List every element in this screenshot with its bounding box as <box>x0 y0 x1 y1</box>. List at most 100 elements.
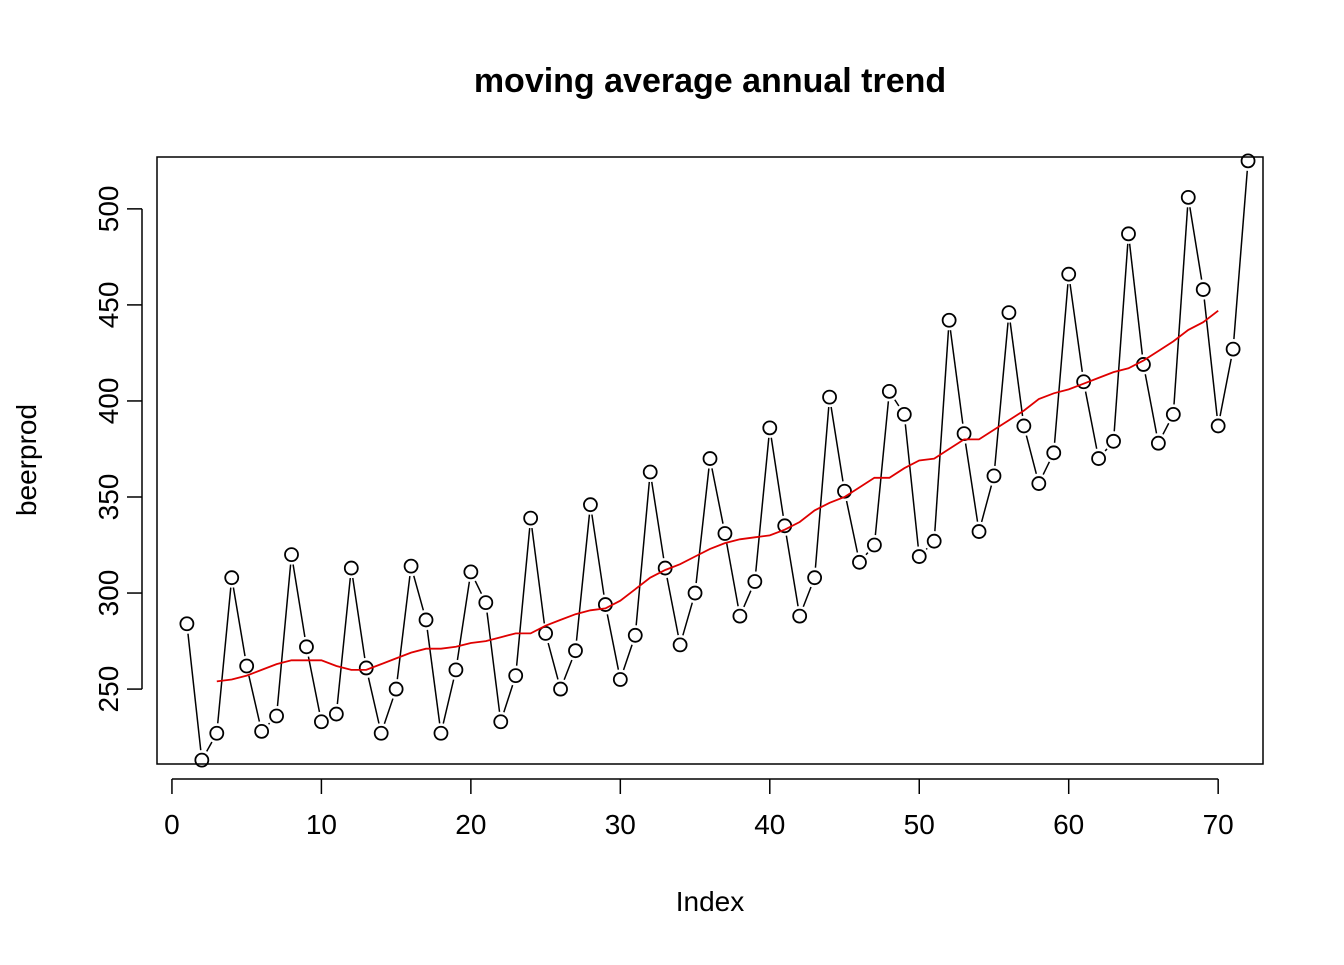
data-point <box>1180 189 1196 205</box>
data-point <box>822 389 837 405</box>
series-segment <box>396 575 411 680</box>
data-point <box>612 672 628 687</box>
x-axis-label: Index <box>676 886 745 917</box>
data-point <box>239 658 255 674</box>
series-segment <box>268 722 271 725</box>
data-point <box>941 312 957 328</box>
series-segment <box>413 575 425 611</box>
data-point <box>314 714 329 730</box>
data-point <box>194 752 210 768</box>
data-point <box>1150 435 1166 451</box>
series-segment <box>216 587 232 724</box>
data-point <box>1016 418 1032 434</box>
series-segment <box>949 330 964 424</box>
data-point <box>1091 451 1106 466</box>
series-segment <box>187 633 202 751</box>
series-segment <box>591 514 605 595</box>
data-point <box>867 537 882 553</box>
x-tick-label: 10 <box>306 809 337 840</box>
series-segment <box>725 543 739 607</box>
data-point <box>911 549 927 564</box>
series-segment <box>531 527 546 624</box>
series-segment <box>743 590 752 608</box>
series-segment <box>964 443 979 522</box>
series-segment <box>1162 422 1170 435</box>
series-segment <box>503 684 514 713</box>
x-tick-label: 40 <box>754 809 785 840</box>
data-point <box>971 524 987 539</box>
data-point <box>403 558 419 574</box>
data-point <box>523 510 539 526</box>
series-segment <box>292 564 306 638</box>
data-point <box>433 725 449 741</box>
data-point <box>478 595 494 611</box>
y-tick-label: 350 <box>93 474 124 521</box>
plot-area-frame <box>156 156 1264 765</box>
series-segment <box>575 514 591 641</box>
data-point <box>1121 226 1136 242</box>
series-segment <box>1009 322 1024 417</box>
data-point <box>463 564 479 580</box>
series-segment <box>515 528 531 666</box>
data-point <box>553 681 568 697</box>
data-point <box>508 668 524 684</box>
series-segment <box>1128 243 1144 355</box>
series-segment <box>206 741 213 752</box>
series-segment <box>383 698 394 725</box>
data-point <box>762 420 778 436</box>
series-segment <box>456 581 471 661</box>
x-axis: 0 10 20 30 40 50 60 70 <box>164 778 1234 840</box>
series-segment <box>1069 283 1084 372</box>
series-segment <box>606 614 620 670</box>
series-segment <box>622 644 633 671</box>
series-segment <box>563 659 573 681</box>
series-segment <box>785 535 799 607</box>
series-segment <box>1219 358 1232 417</box>
data-point <box>717 526 733 541</box>
data-point <box>179 616 195 632</box>
series-segment <box>1053 284 1069 443</box>
chart-title: moving average annual trend <box>474 62 946 100</box>
series-segment <box>994 322 1009 466</box>
data-point <box>538 625 553 641</box>
series-segment <box>904 424 919 547</box>
data-point <box>493 714 509 730</box>
series-segment <box>248 675 261 722</box>
data-point <box>732 608 748 624</box>
series-segment <box>276 564 292 707</box>
y-axis: 250 300 350 400 450 500 <box>93 186 143 712</box>
data-point <box>1195 282 1211 297</box>
y-tick-label: 400 <box>93 378 124 425</box>
data-point <box>1061 266 1077 282</box>
x-tick-label: 60 <box>1053 809 1084 840</box>
series-segment <box>232 587 246 657</box>
series-beerprod <box>179 153 1256 768</box>
series-segment <box>925 547 928 550</box>
data-point <box>568 643 583 659</box>
data-point <box>1240 153 1256 169</box>
data-point <box>896 406 912 422</box>
series-segment <box>1113 243 1129 432</box>
data-point <box>1210 418 1226 434</box>
data-point <box>747 574 763 589</box>
data-point <box>672 637 688 653</box>
data-point <box>1001 305 1017 320</box>
y-tick-label: 450 <box>93 282 124 329</box>
series-segment <box>367 677 380 724</box>
data-point <box>254 723 270 739</box>
series-segment <box>547 642 559 680</box>
series-segment <box>695 468 710 584</box>
series-segment <box>814 407 830 568</box>
y-tick-label: 300 <box>93 570 124 617</box>
series-segment <box>682 602 694 636</box>
series-segment <box>426 629 441 724</box>
data-point <box>209 725 225 741</box>
series-segment <box>635 481 651 626</box>
data-point <box>807 570 823 586</box>
series-segment <box>1173 207 1189 405</box>
data-point <box>448 662 464 678</box>
x-tick-label: 20 <box>455 809 486 840</box>
